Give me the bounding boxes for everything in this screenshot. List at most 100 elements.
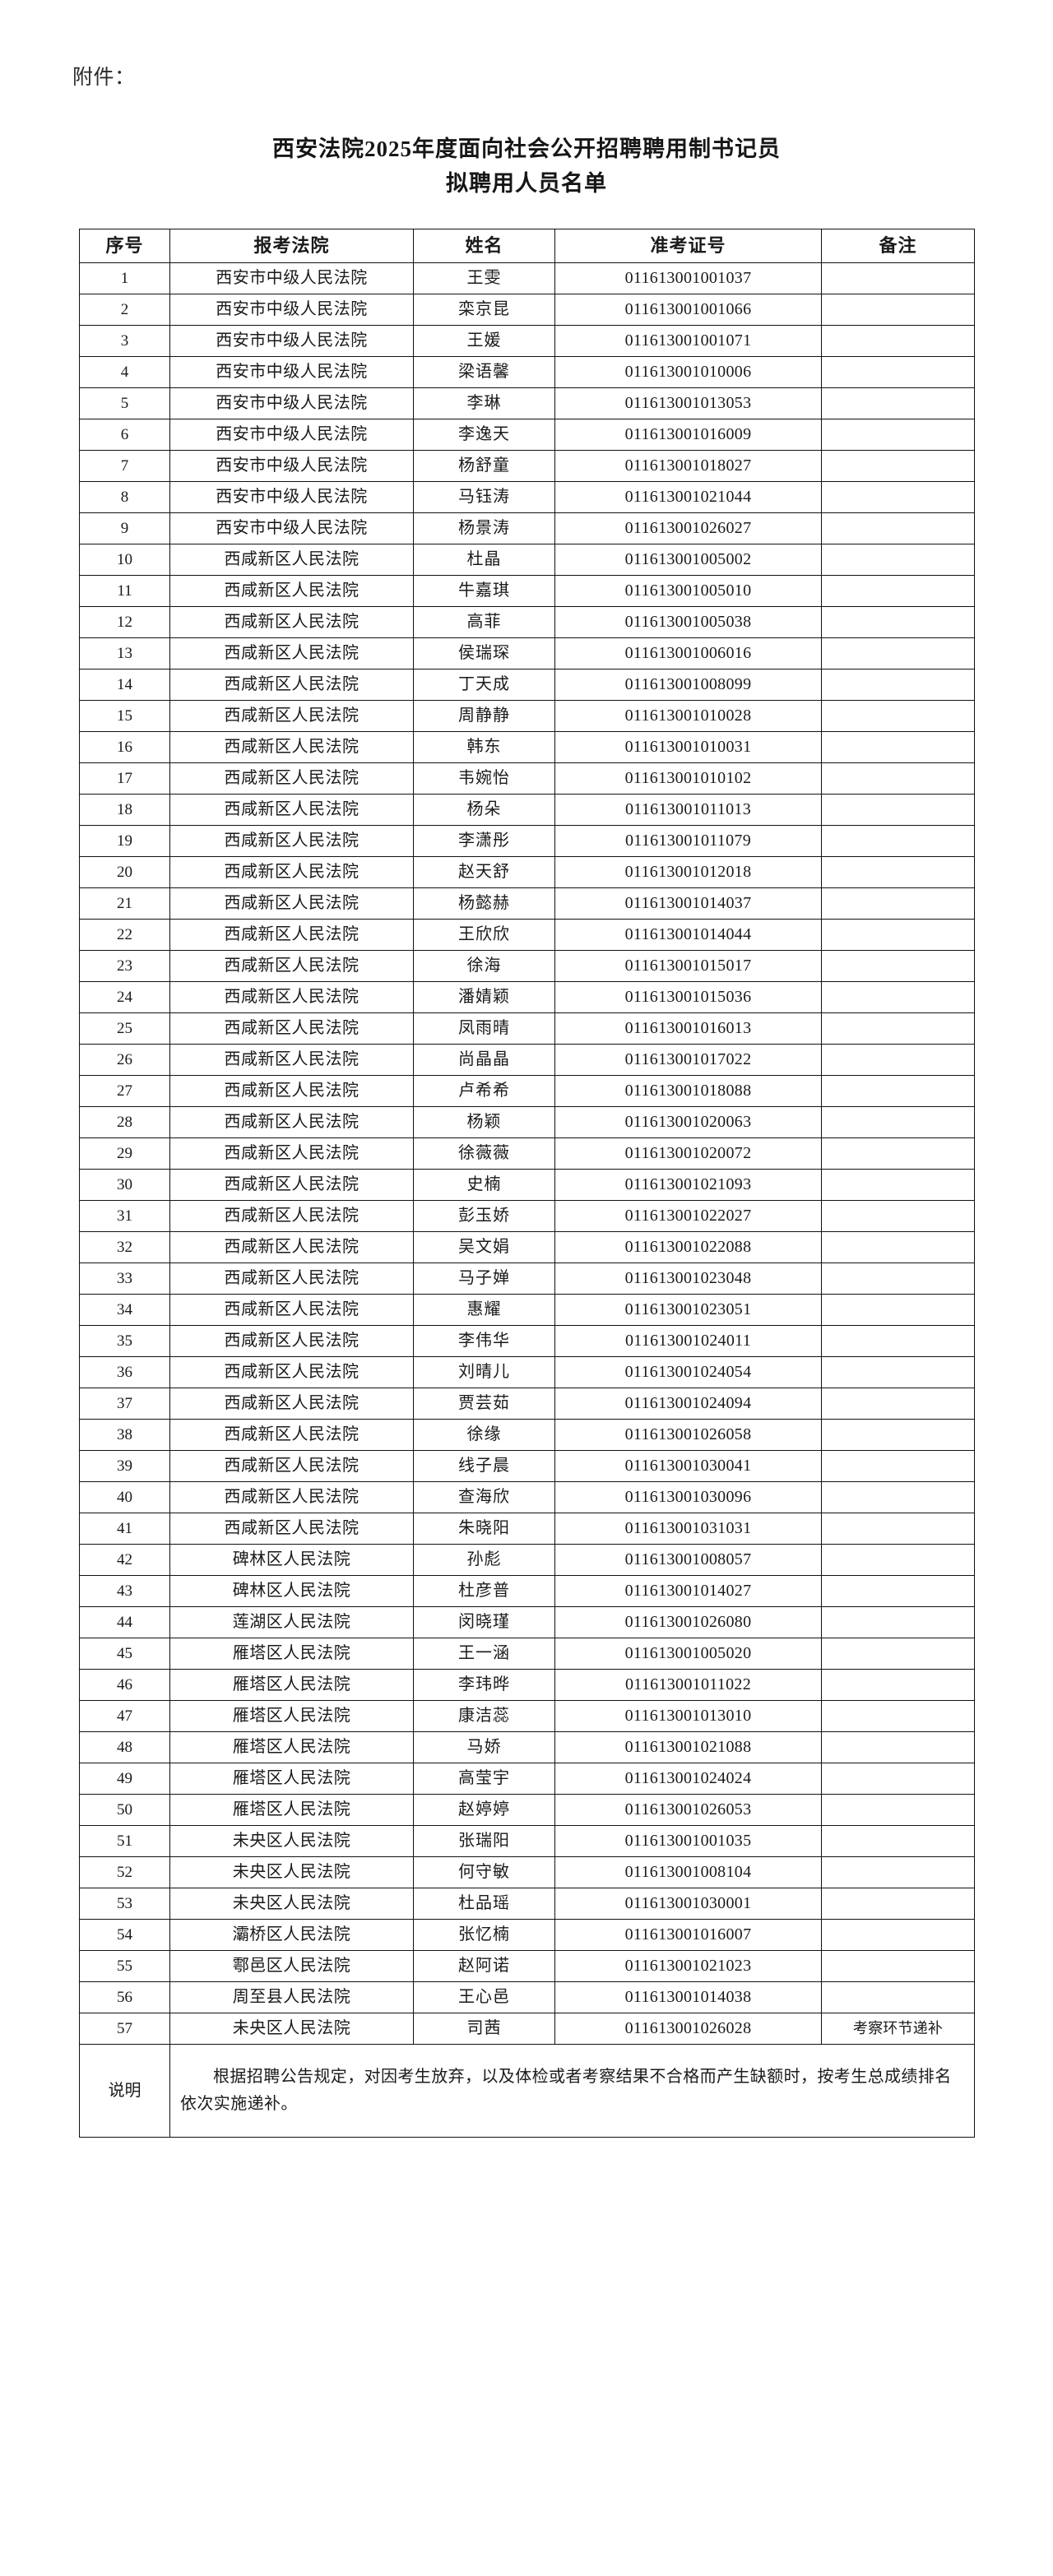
table-row: 49 雁塔区人民法院 高莹宇 011613001024024 bbox=[79, 1763, 975, 1795]
cell-exam-no: 011613001022027 bbox=[554, 1200, 822, 1232]
cell-note bbox=[821, 1263, 975, 1295]
cell-name: 赵阿诺 bbox=[413, 1950, 555, 1982]
cell-exam-no: 011613001010028 bbox=[554, 700, 822, 732]
table-row: 44 莲湖区人民法院 闵晓瑾 011613001026080 bbox=[79, 1606, 975, 1638]
cell-name: 李伟华 bbox=[413, 1325, 555, 1357]
cell-index: 33 bbox=[79, 1263, 170, 1295]
cell-index: 30 bbox=[79, 1169, 170, 1201]
cell-index: 15 bbox=[79, 700, 170, 732]
cell-court: 西咸新区人民法院 bbox=[169, 1513, 414, 1545]
cell-note bbox=[821, 1794, 975, 1826]
table-row: 3 西安市中级人民法院 王媛 011613001001071 bbox=[79, 325, 975, 357]
cell-exam-no: 011613001001066 bbox=[554, 294, 822, 326]
table-row: 25 西咸新区人民法院 凤雨晴 011613001016013 bbox=[79, 1012, 975, 1045]
cell-note bbox=[821, 419, 975, 451]
cell-name: 周静静 bbox=[413, 700, 555, 732]
footer-note-label: 说明 bbox=[79, 2044, 170, 2138]
cell-note bbox=[821, 1950, 975, 1982]
cell-note bbox=[821, 1012, 975, 1045]
cell-name: 贾芸茹 bbox=[413, 1388, 555, 1420]
cell-index: 43 bbox=[79, 1575, 170, 1607]
cell-note bbox=[821, 294, 975, 326]
cell-name: 尚晶晶 bbox=[413, 1044, 555, 1076]
column-header-name: 姓名 bbox=[413, 229, 555, 263]
table-row: 5 西安市中级人民法院 李琳 011613001013053 bbox=[79, 387, 975, 419]
cell-note bbox=[821, 356, 975, 388]
table-row: 56 周至县人民法院 王心邑 011613001014038 bbox=[79, 1981, 975, 2013]
cell-note: 考察环节递补 bbox=[821, 2013, 975, 2045]
cell-court: 西咸新区人民法院 bbox=[169, 1388, 414, 1420]
cell-exam-no: 011613001010031 bbox=[554, 731, 822, 763]
cell-name: 线子晨 bbox=[413, 1450, 555, 1482]
cell-court: 雁塔区人民法院 bbox=[169, 1700, 414, 1732]
cell-exam-no: 011613001026080 bbox=[554, 1606, 822, 1638]
cell-note bbox=[821, 1044, 975, 1076]
cell-note bbox=[821, 919, 975, 951]
cell-name: 王雯 bbox=[413, 262, 555, 294]
cell-note bbox=[821, 1294, 975, 1326]
table-row: 29 西咸新区人民法院 徐薇薇 011613001020072 bbox=[79, 1137, 975, 1170]
cell-court: 西安市中级人民法院 bbox=[169, 262, 414, 294]
page-title-line-1: 西安法院2025年度面向社会公开招聘聘用制书记员 bbox=[272, 137, 781, 161]
cell-note bbox=[821, 1700, 975, 1732]
cell-index: 37 bbox=[79, 1388, 170, 1420]
cell-name: 韦婉怡 bbox=[413, 762, 555, 795]
table-row: 33 西咸新区人民法院 马子婵 011613001023048 bbox=[79, 1263, 975, 1295]
cell-note bbox=[821, 762, 975, 795]
cell-index: 17 bbox=[79, 762, 170, 795]
table-row: 48 雁塔区人民法院 马娇 011613001021088 bbox=[79, 1731, 975, 1763]
cell-exam-no: 011613001014044 bbox=[554, 919, 822, 951]
cell-note bbox=[821, 1450, 975, 1482]
table-header: 序号 报考法院 姓名 准考证号 备注 bbox=[79, 229, 975, 263]
table-row: 24 西咸新区人民法院 潘婧颖 011613001015036 bbox=[79, 981, 975, 1013]
attachment-label: 附件： bbox=[72, 67, 136, 89]
table-row: 1 西安市中级人民法院 王雯 011613001001037 bbox=[79, 262, 975, 294]
cell-name: 康洁蕊 bbox=[413, 1700, 555, 1732]
cell-exam-no: 011613001005002 bbox=[554, 544, 822, 576]
table-row: 15 西咸新区人民法院 周静静 011613001010028 bbox=[79, 700, 975, 732]
cell-note bbox=[821, 794, 975, 826]
cell-note bbox=[821, 1075, 975, 1107]
cell-index: 23 bbox=[79, 950, 170, 982]
cell-name: 惠耀 bbox=[413, 1294, 555, 1326]
cell-court: 莲湖区人民法院 bbox=[169, 1606, 414, 1638]
cell-index: 7 bbox=[79, 450, 170, 482]
cell-note bbox=[821, 1575, 975, 1607]
table-row: 40 西咸新区人民法院 查海欣 011613001030096 bbox=[79, 1481, 975, 1513]
cell-exam-no: 011613001021044 bbox=[554, 481, 822, 513]
cell-name: 李琳 bbox=[413, 387, 555, 419]
cell-exam-no: 011613001024024 bbox=[554, 1763, 822, 1795]
cell-court: 碑林区人民法院 bbox=[169, 1575, 414, 1607]
cell-note bbox=[821, 606, 975, 638]
cell-court: 西咸新区人民法院 bbox=[169, 919, 414, 951]
cell-exam-no: 011613001015036 bbox=[554, 981, 822, 1013]
cell-court: 西咸新区人民法院 bbox=[169, 1044, 414, 1076]
cell-name: 杨颖 bbox=[413, 1106, 555, 1138]
column-header-index: 序号 bbox=[79, 229, 170, 263]
cell-exam-no: 011613001014037 bbox=[554, 887, 822, 920]
cell-name: 孙彪 bbox=[413, 1544, 555, 1576]
table-row: 16 西咸新区人民法院 韩东 011613001010031 bbox=[79, 731, 975, 763]
cell-exam-no: 011613001030041 bbox=[554, 1450, 822, 1482]
cell-court: 未央区人民法院 bbox=[169, 1856, 414, 1888]
table-row: 42 碑林区人民法院 孙彪 011613001008057 bbox=[79, 1544, 975, 1576]
cell-name: 凤雨晴 bbox=[413, 1012, 555, 1045]
cell-court: 西咸新区人民法院 bbox=[169, 700, 414, 732]
footer-note-row: 说明 根据招聘公告规定，对因考生放弃，以及体检或者考察结果不合格而产生缺额时，按… bbox=[79, 2044, 975, 2138]
cell-note bbox=[821, 1388, 975, 1420]
cell-exam-no: 011613001011022 bbox=[554, 1669, 822, 1701]
table-row: 14 西咸新区人民法院 丁天成 011613001008099 bbox=[79, 669, 975, 701]
cell-index: 54 bbox=[79, 1919, 170, 1951]
cell-court: 鄠邑区人民法院 bbox=[169, 1950, 414, 1982]
column-header-note: 备注 bbox=[821, 229, 975, 263]
cell-name: 史楠 bbox=[413, 1169, 555, 1201]
cell-index: 29 bbox=[79, 1137, 170, 1170]
cell-name: 牛嘉琪 bbox=[413, 575, 555, 607]
table-row: 43 碑林区人民法院 杜彦普 011613001014027 bbox=[79, 1575, 975, 1607]
table-row: 55 鄠邑区人民法院 赵阿诺 011613001021023 bbox=[79, 1950, 975, 1982]
cell-exam-no: 011613001026058 bbox=[554, 1419, 822, 1451]
cell-court: 西咸新区人民法院 bbox=[169, 1106, 414, 1138]
footer-note-text: 根据招聘公告规定，对因考生放弃，以及体检或者考察结果不合格而产生缺额时，按考生总… bbox=[169, 2044, 975, 2138]
cell-note bbox=[821, 669, 975, 701]
